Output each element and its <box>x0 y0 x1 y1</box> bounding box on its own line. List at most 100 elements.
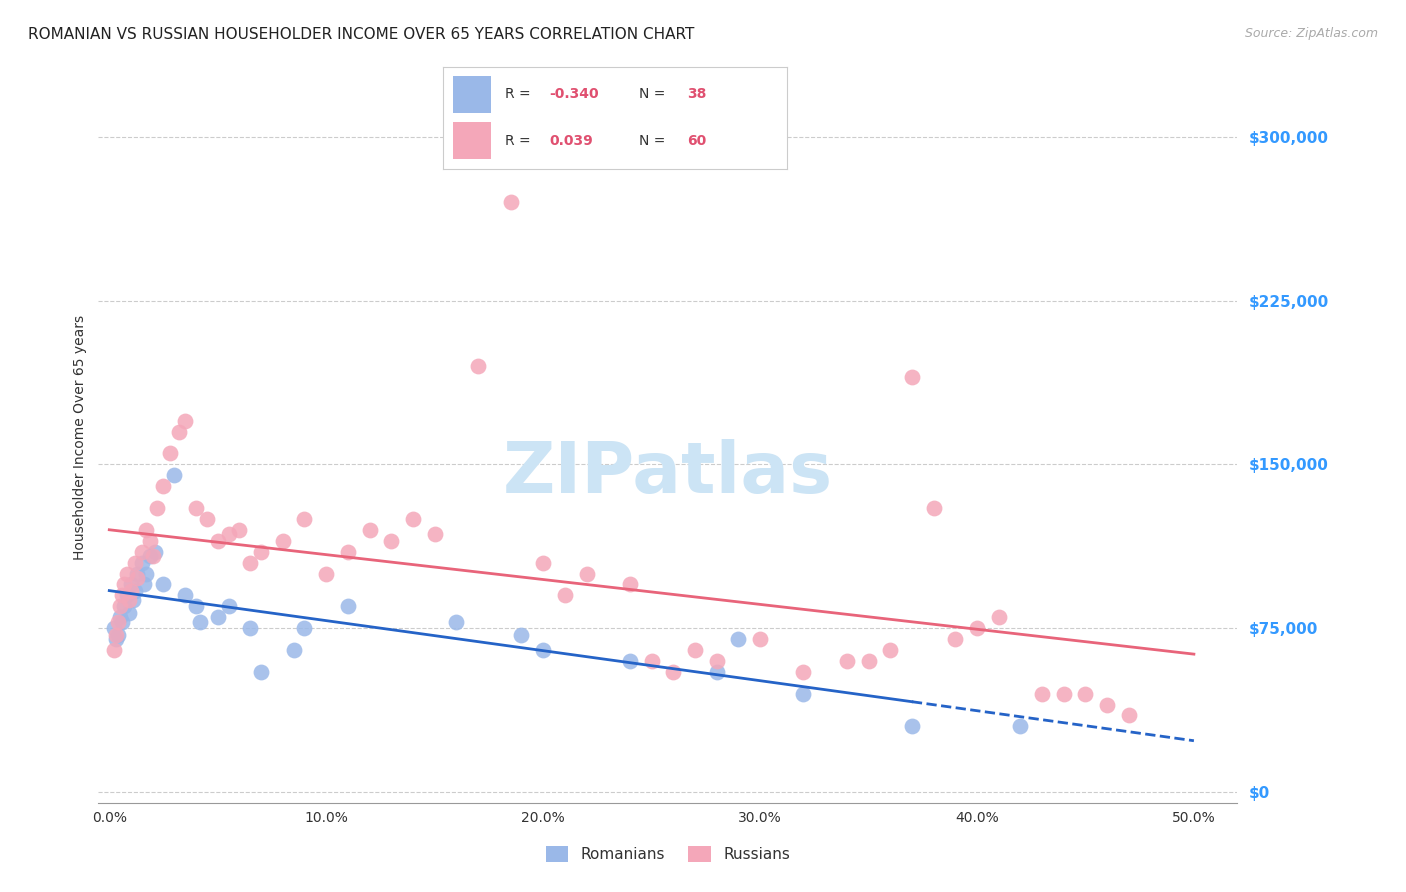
Point <box>575 566 598 581</box>
Point <box>120 577 142 591</box>
Point <box>1010 719 1032 733</box>
Point <box>987 610 1010 624</box>
Text: 0.039: 0.039 <box>550 134 593 148</box>
Point <box>167 425 190 439</box>
Point <box>152 577 174 591</box>
Point <box>531 643 554 657</box>
Point <box>131 556 153 570</box>
Point <box>1074 687 1097 701</box>
Point <box>122 592 145 607</box>
Point <box>1095 698 1118 712</box>
Point <box>792 687 814 701</box>
Point <box>749 632 772 646</box>
Text: 38: 38 <box>688 87 707 101</box>
Point <box>901 370 924 384</box>
Point <box>124 584 146 599</box>
Point <box>640 654 662 668</box>
Point <box>239 621 262 635</box>
Point <box>184 501 207 516</box>
Point <box>228 523 250 537</box>
Point <box>250 545 273 559</box>
Point <box>103 643 125 657</box>
Text: -0.340: -0.340 <box>550 87 599 101</box>
Point <box>359 523 381 537</box>
Point <box>446 615 468 629</box>
Text: ROMANIAN VS RUSSIAN HOUSEHOLDER INCOME OVER 65 YEARS CORRELATION CHART: ROMANIAN VS RUSSIAN HOUSEHOLDER INCOME O… <box>28 27 695 42</box>
Text: Source: ZipAtlas.com: Source: ZipAtlas.com <box>1244 27 1378 40</box>
Point <box>380 533 402 548</box>
Point <box>135 523 157 537</box>
Point <box>152 479 174 493</box>
Point <box>111 588 134 602</box>
Y-axis label: Householder Income Over 65 years: Householder Income Over 65 years <box>73 315 87 559</box>
Point <box>190 615 212 629</box>
Point <box>499 195 522 210</box>
Point <box>423 527 446 541</box>
Point <box>207 533 229 548</box>
Point <box>835 654 858 668</box>
Point <box>531 556 554 570</box>
Point <box>163 468 186 483</box>
Point <box>706 654 728 668</box>
Point <box>901 719 924 733</box>
Point <box>132 577 155 591</box>
Text: R =: R = <box>505 134 534 148</box>
Text: R =: R = <box>505 87 534 101</box>
Point <box>108 599 131 614</box>
Point <box>146 501 169 516</box>
Point <box>1118 708 1140 723</box>
Point <box>1031 687 1053 701</box>
Point <box>118 592 141 607</box>
Point <box>124 556 146 570</box>
Point <box>792 665 814 679</box>
Point <box>283 643 305 657</box>
Point <box>619 654 641 668</box>
Point <box>184 599 207 614</box>
Text: ZIPatlas: ZIPatlas <box>503 439 832 508</box>
Text: N =: N = <box>640 87 671 101</box>
Point <box>250 665 273 679</box>
Point <box>139 533 162 548</box>
Point <box>879 643 901 657</box>
Point <box>402 512 425 526</box>
Point <box>103 621 125 635</box>
Point <box>662 665 685 679</box>
Point <box>127 566 149 581</box>
Point <box>943 632 966 646</box>
Point <box>118 606 141 620</box>
Point <box>115 588 138 602</box>
Point <box>104 632 127 646</box>
Point <box>114 577 136 591</box>
Point <box>271 533 294 548</box>
Point <box>104 628 127 642</box>
Point <box>294 512 316 526</box>
Bar <box>453 122 491 159</box>
Point <box>706 665 728 679</box>
Point <box>115 566 138 581</box>
Point <box>239 556 262 570</box>
Point <box>619 577 641 591</box>
Point <box>207 610 229 624</box>
Point <box>107 615 129 629</box>
Point <box>127 571 149 585</box>
Legend: Romanians, Russians: Romanians, Russians <box>540 840 796 868</box>
Point <box>336 545 359 559</box>
Point <box>315 566 337 581</box>
Point <box>218 527 240 541</box>
Point <box>218 599 240 614</box>
Point <box>135 566 157 581</box>
Point <box>174 588 197 602</box>
Point <box>922 501 945 516</box>
Point <box>683 643 706 657</box>
Point <box>858 654 880 668</box>
Text: N =: N = <box>640 134 671 148</box>
Point <box>510 628 533 642</box>
Point <box>139 549 162 563</box>
Point <box>174 414 197 428</box>
Bar <box>453 76 491 113</box>
Point <box>142 549 165 563</box>
Point <box>467 359 489 373</box>
Point <box>111 615 134 629</box>
Point <box>159 446 181 460</box>
Point <box>1053 687 1076 701</box>
